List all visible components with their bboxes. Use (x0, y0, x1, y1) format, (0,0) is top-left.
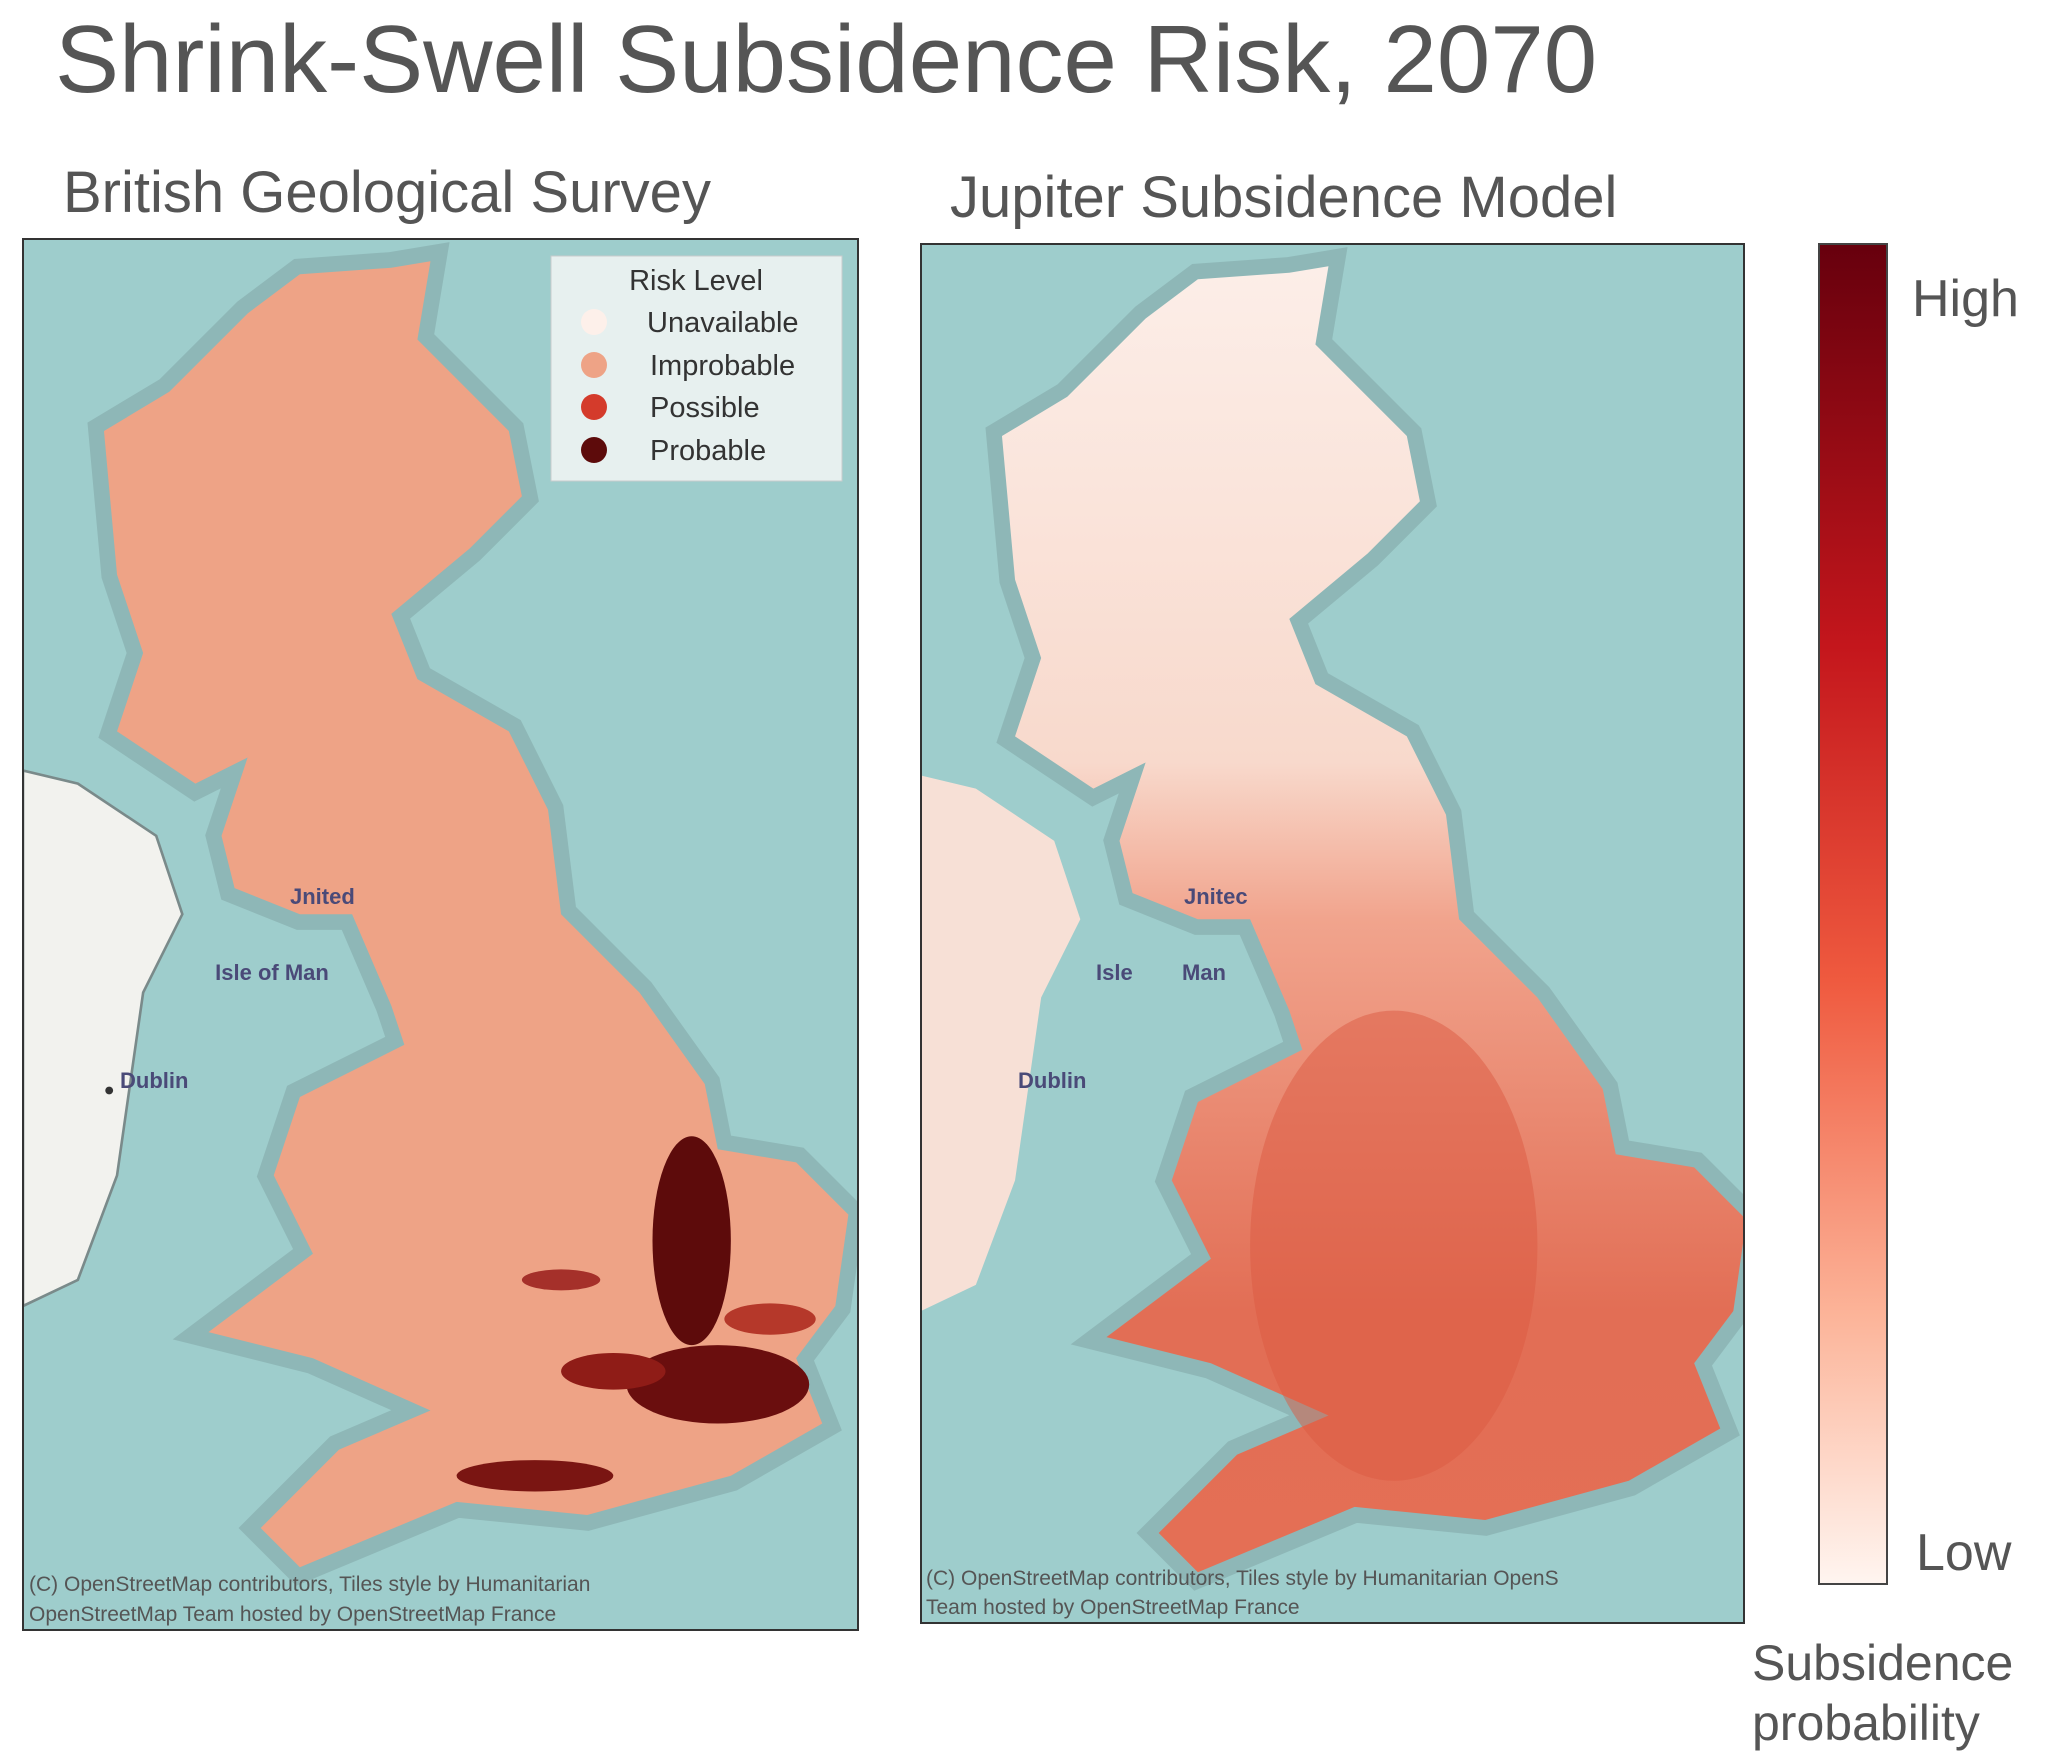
map-left: Risk Level Unavailable Improbable Possib… (23, 239, 858, 1630)
attribution: OpenStreetMap Team hosted by OpenStreetM… (29, 1603, 556, 1626)
title: Shrink-Swell Subsidence Risk, 2070 (55, 6, 1597, 113)
legend-label: Possible (650, 392, 760, 424)
colorbar (1818, 243, 1888, 1585)
legend-title: Risk Level (629, 265, 763, 297)
attribution: (C) OpenStreetMap contributors, Tiles st… (926, 1567, 1559, 1590)
map-label: Dublin (1018, 1068, 1086, 1093)
attribution: (C) OpenStreetMap contributors, Tiles st… (29, 1573, 590, 1596)
attribution: Team hosted by OpenStreetMap France (926, 1596, 1300, 1619)
map-label: Man (1182, 960, 1226, 985)
map-right: Jnitec Isle Man Dublin (C) OpenStreetMap… (921, 244, 1744, 1623)
map-label: Dublin (120, 1068, 188, 1093)
panel-title: British Geological Survey (63, 160, 711, 225)
colorbar-high: High (1912, 270, 2019, 328)
legend-label: Probable (650, 435, 766, 467)
legend-label: Improbable (650, 350, 795, 382)
map-label: Jnited (290, 884, 355, 909)
legend-label: Unavailable (647, 307, 799, 339)
map-label: Isle (1096, 960, 1133, 985)
colorbar-label: probability (1752, 1695, 1980, 1751)
panel-title: Jupiter Subsidence Model (950, 165, 1617, 230)
colorbar-low: Low (1916, 1524, 2012, 1582)
colorbar-label: Subsidence (1752, 1635, 2013, 1691)
map-label: Isle of Man (215, 960, 329, 985)
map-label: Jnitec (1184, 884, 1248, 909)
